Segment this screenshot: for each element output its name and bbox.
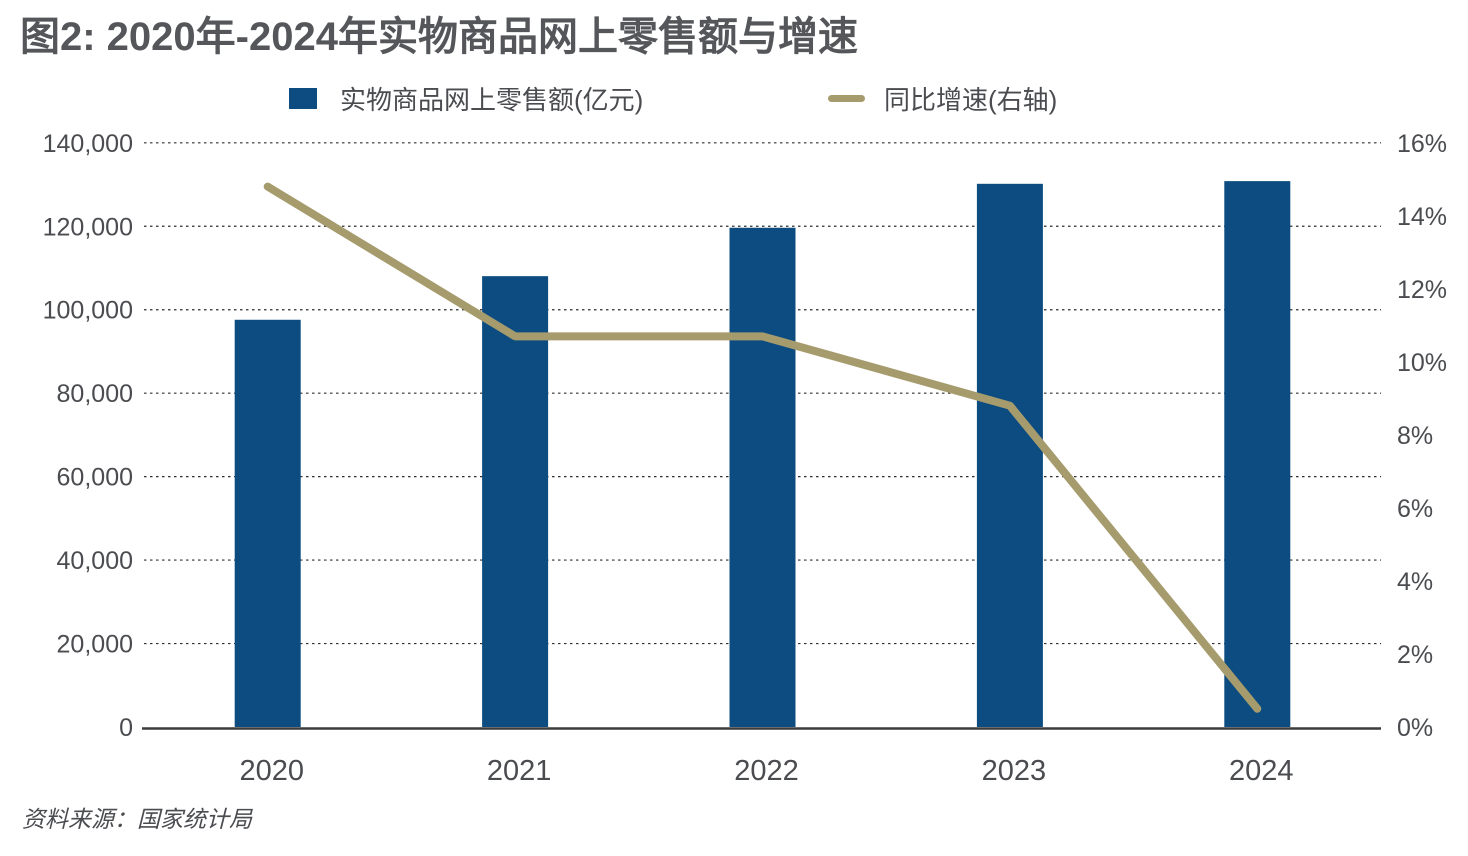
line-series-swatch <box>828 94 865 102</box>
chart-title: 图2: 2020年-2024年实物商品网上零售额与增速 <box>20 15 858 59</box>
x-axis-label-2022: 2022 <box>734 755 799 787</box>
right-axis-tick: 10% <box>1397 349 1447 377</box>
bar-2024 <box>1224 181 1291 727</box>
bar-2021 <box>482 276 549 727</box>
legend-label-growth-rate: 同比增速(右轴) <box>884 84 1058 115</box>
bar-2020 <box>234 319 301 727</box>
left-axis-tick: 20,000 <box>57 631 133 659</box>
x-axis-label-2020: 2020 <box>239 755 304 787</box>
bar-series-swatch <box>289 87 317 109</box>
bar-2022 <box>729 227 796 727</box>
right-axis-tick: 16% <box>1397 130 1447 158</box>
left-axis-tick: 100,000 <box>43 297 133 325</box>
left-axis-tick: 60,000 <box>57 464 133 492</box>
right-axis-tick: 0% <box>1397 714 1433 742</box>
legend-label-retail-sales: 实物商品网上零售额(亿元) <box>340 84 644 115</box>
left-axis-tick: 0 <box>119 714 133 742</box>
source-note: 资料来源：国家统计局 <box>22 806 252 832</box>
left-axis-tick: 40,000 <box>57 547 133 575</box>
right-axis-tick: 6% <box>1397 495 1433 523</box>
x-axis-label-2024: 2024 <box>1229 755 1294 787</box>
right-axis-tick: 4% <box>1397 568 1433 596</box>
legend-item-retail-sales: 实物商品网上零售额(亿元) <box>289 82 644 115</box>
growth-line <box>263 182 1262 713</box>
right-axis-tick: 8% <box>1397 422 1433 450</box>
right-axis-tick: 12% <box>1397 276 1447 304</box>
right-axis-tick: 14% <box>1397 203 1447 231</box>
left-axis-tick: 80,000 <box>57 380 133 408</box>
x-axis-label-2021: 2021 <box>487 755 552 787</box>
bar-2023 <box>976 183 1043 727</box>
legend-item-growth-rate: 同比增速(右轴) <box>828 82 1058 115</box>
right-axis-tick: 2% <box>1397 641 1433 669</box>
left-axis-tick: 120,000 <box>43 213 133 241</box>
x-axis-label-2023: 2023 <box>982 755 1047 787</box>
left-axis-tick: 140,000 <box>43 130 133 158</box>
